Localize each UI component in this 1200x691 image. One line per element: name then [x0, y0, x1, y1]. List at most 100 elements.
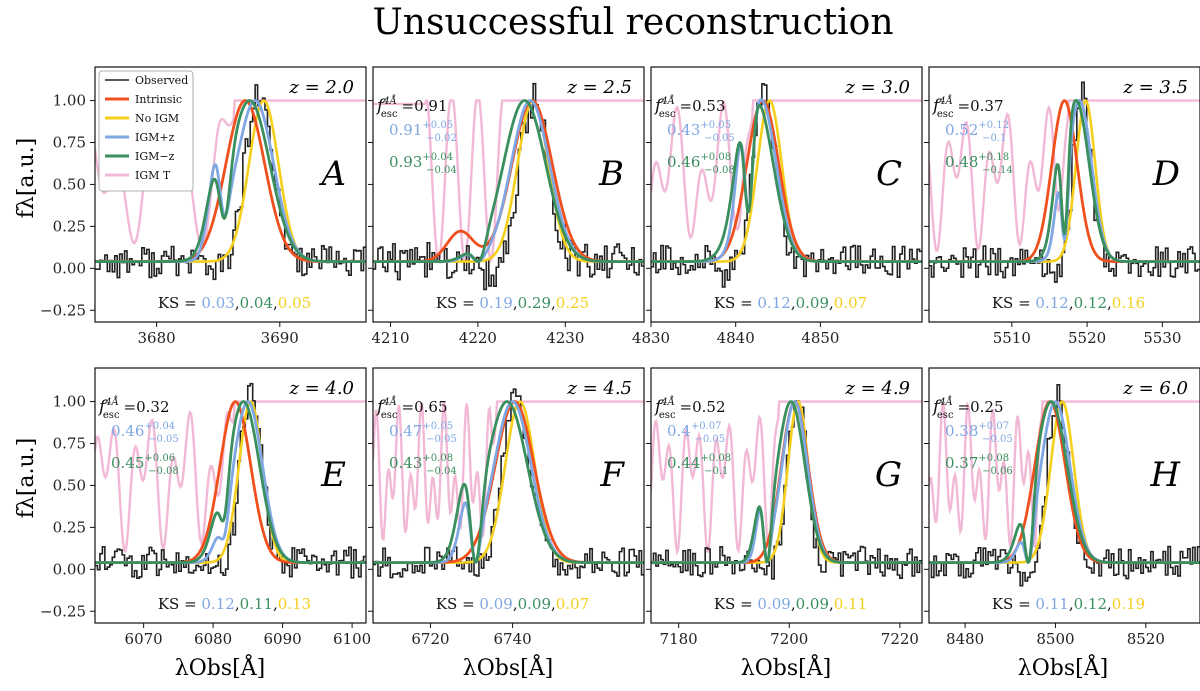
redshift-label: z = 2.5: [566, 77, 632, 98]
fesc-plus-estimate: 0.47+0.05 −0.05: [389, 421, 457, 445]
ks-value: 0.09: [518, 595, 551, 613]
igm-transmission-line: [95, 400, 366, 554]
fesc-minus-estimate: 0.48+0.18 −0.14: [945, 152, 1013, 176]
ks-separator: ,: [551, 595, 556, 613]
igm-minus-z-line: [929, 400, 1200, 565]
x-tick-label: 4230: [546, 329, 584, 347]
ks-value: 0.12: [1074, 294, 1107, 312]
x-tick-label: 6070: [125, 630, 163, 648]
estimate-value: 0.47: [389, 422, 422, 440]
fesc-superscript: 4Å: [660, 396, 675, 408]
x-tick-label: 4220: [459, 329, 497, 347]
fesc-minus-estimate: 0.44+0.08 −0.1: [667, 453, 731, 477]
fesc-plus-estimate: 0.4+0.07 −0.05: [667, 421, 725, 445]
x-tick-label: 3680: [137, 329, 175, 347]
ks-separator: ,: [829, 294, 834, 312]
observed-spectrum-line: [95, 84, 366, 281]
panel-letter: D: [1152, 154, 1180, 194]
observed-spectrum-line: [373, 82, 644, 291]
ks-separator: ,: [273, 595, 278, 613]
fesc-minus-estimate: 0.46+0.08 −0.08: [667, 152, 735, 176]
ks-value: 0.12: [757, 294, 790, 312]
x-tick-label: 7220: [881, 630, 919, 648]
estimate-value: 0.46: [111, 422, 144, 440]
estimate-upper-error: +0.08: [700, 152, 731, 163]
fesc-symbol: f: [931, 96, 942, 116]
ks-separator: ,: [791, 294, 796, 312]
redshift-label: z = 3.5: [1122, 77, 1188, 98]
estimate-value: 0.4: [667, 422, 691, 440]
fesc-symbol: f: [931, 397, 942, 417]
y-tick-label: 0.25: [53, 217, 86, 235]
y-tick-label: 0.00: [53, 560, 86, 578]
y-tick-label: 0.50: [53, 476, 86, 494]
ks-statistic: KS = 0.03,0.04,0.05: [158, 294, 311, 312]
estimate-upper-error: +0.04: [144, 421, 175, 432]
estimate-lower-error: −0.06: [982, 466, 1013, 477]
fesc-value: f4Å esc =0.25: [931, 396, 1004, 421]
ks-value: 0.12: [201, 595, 234, 613]
ks-value: 0.19: [1112, 595, 1145, 613]
ks-prefix: KS =: [714, 294, 758, 312]
ks-value: 0.12: [1074, 595, 1107, 613]
x-tick-label: 6720: [411, 630, 449, 648]
x-tick-label: 4850: [801, 329, 839, 347]
ks-value: 0.12: [1035, 294, 1068, 312]
igm-minus-z-line: [95, 99, 366, 264]
igm-minus-z-line: [95, 400, 366, 565]
ks-prefix: KS =: [436, 595, 480, 613]
redshift-label: z = 4.9: [844, 378, 910, 399]
fesc-value: f4Å esc =0.32: [97, 396, 170, 421]
ks-separator: ,: [551, 294, 556, 312]
estimate-lower-error: −0.05: [426, 434, 457, 445]
igm-transmission-line: [651, 99, 922, 240]
estimate-value: 0.45: [111, 454, 144, 472]
y-axis-label-top: fλ[a.u.]: [14, 138, 39, 219]
panel-frame: [928, 66, 1200, 323]
estimate-lower-error: −0.1: [704, 466, 728, 477]
ks-separator: ,: [1069, 595, 1074, 613]
estimate-lower-error: −0.05: [982, 434, 1013, 445]
panel-letter: H: [1149, 455, 1181, 495]
ks-value: 0.07: [834, 294, 867, 312]
igm-transmission-line: [929, 400, 1200, 550]
plot-area: [373, 388, 644, 579]
ks-statistic: KS = 0.12,0.11,0.13: [158, 595, 311, 613]
panel-letter: B: [598, 154, 624, 194]
ks-value: 0.16: [1112, 294, 1145, 312]
ks-prefix: KS =: [992, 595, 1036, 613]
estimate-upper-error: +0.08: [700, 453, 731, 464]
estimate-value: 0.46: [667, 153, 700, 171]
fesc-value: f4Å esc =0.53: [653, 95, 726, 120]
fesc-subscript: esc: [103, 410, 120, 421]
figure-title: Unsuccessful reconstruction: [372, 2, 893, 43]
fesc-superscript: 4Å: [660, 95, 675, 107]
panel-frame: [94, 367, 367, 624]
ks-statistic: KS = 0.12,0.09,0.07: [714, 294, 867, 312]
fesc-superscript: 4Å: [104, 396, 119, 408]
ks-prefix: KS =: [714, 595, 758, 613]
x-tick-label: 6090: [264, 630, 302, 648]
x-axis-label: λObs[Å]: [741, 653, 831, 681]
panel-frame: [928, 367, 1200, 624]
ks-value: 0.29: [518, 294, 551, 312]
x-tick-label: 6740: [494, 630, 532, 648]
estimate-upper-error: +0.07: [691, 421, 722, 432]
x-axis-label: λObs[Å]: [1018, 653, 1108, 681]
fesc-minus-estimate: 0.43+0.08 −0.04: [389, 453, 457, 477]
fesc-value: f4Å esc =0.37: [931, 95, 1004, 120]
estimate-upper-error: +0.06: [144, 453, 175, 464]
plot-area: [929, 384, 1200, 587]
x-tick-label: 7200: [770, 630, 808, 648]
legend-label: No IGM: [135, 112, 179, 125]
ks-prefix: KS =: [158, 595, 202, 613]
ks-separator: ,: [791, 595, 796, 613]
panel-frame: [372, 66, 645, 323]
fesc-subscript: esc: [381, 109, 398, 120]
ks-value: 0.11: [240, 595, 273, 613]
estimate-lower-error: −0.04: [426, 466, 457, 477]
fesc-number: =0.25: [958, 398, 1004, 416]
